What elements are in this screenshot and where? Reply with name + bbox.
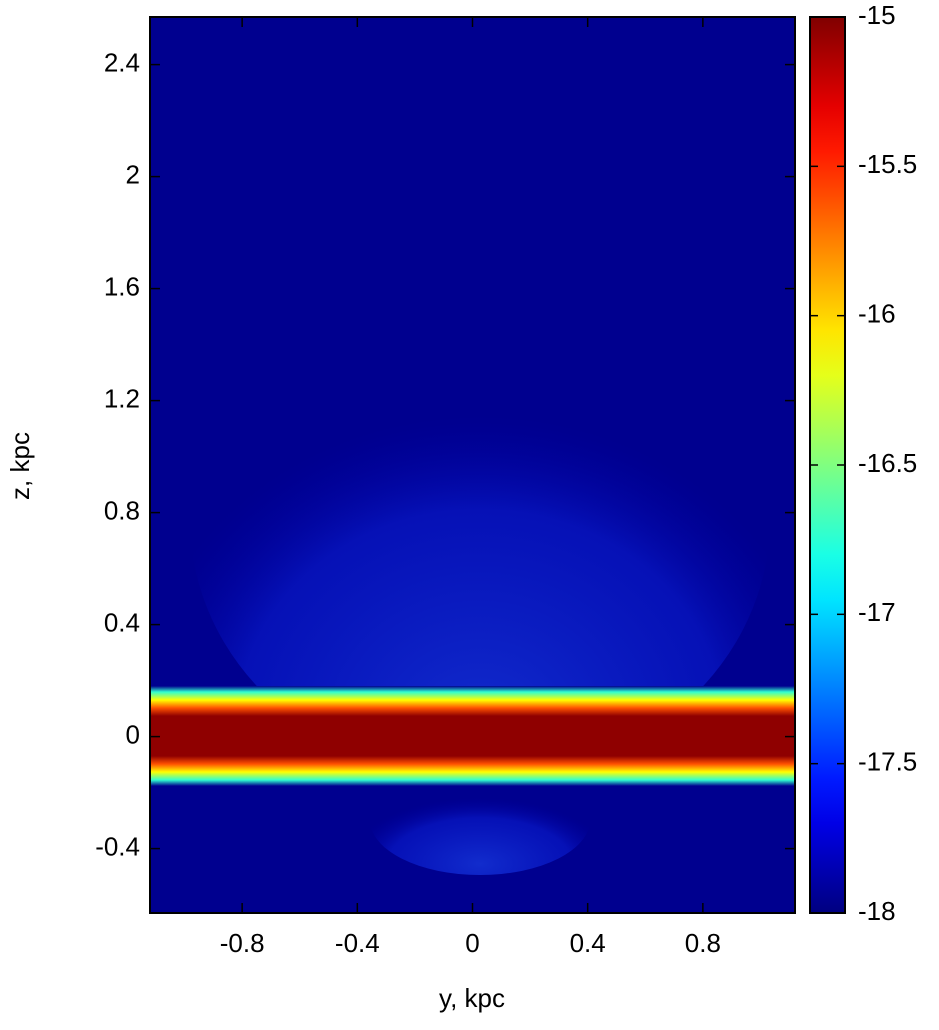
disk (150, 686, 795, 786)
x-axis-label: y, kpc (439, 983, 505, 1013)
y-tick-label: 0.8 (104, 495, 140, 525)
y-tick-label: 0.4 (104, 607, 140, 637)
x-tick-label: -0.4 (335, 928, 380, 958)
y-tick-label: 2.4 (104, 47, 140, 77)
colorbar-tick-label: -17.5 (858, 747, 917, 777)
colorbar-tick-label: -16.5 (858, 448, 917, 478)
y-tick-label: 1.6 (104, 271, 140, 301)
y-tick-label: 2 (126, 159, 140, 189)
x-tick-label: 0 (465, 928, 479, 958)
colorbar-tick-label: -18 (858, 896, 896, 926)
y-tick-label: 0 (126, 719, 140, 749)
x-tick-label: -0.8 (220, 928, 265, 958)
outflow-region (190, 260, 770, 780)
x-tick-label: 0.4 (570, 928, 606, 958)
colorbar-tick-label: -17 (858, 597, 896, 627)
outflow-region (370, 765, 590, 875)
colorbar-tick-label: -16 (858, 299, 896, 329)
y-axis-label: z, kpc (5, 432, 35, 500)
y-tick-label: 1.2 (104, 383, 140, 413)
colorbar-tick-label: -15 (858, 0, 896, 30)
colorbar-tick-label: -15.5 (858, 149, 917, 179)
x-tick-label: 0.8 (685, 928, 721, 958)
y-tick-label: -0.4 (95, 831, 140, 861)
